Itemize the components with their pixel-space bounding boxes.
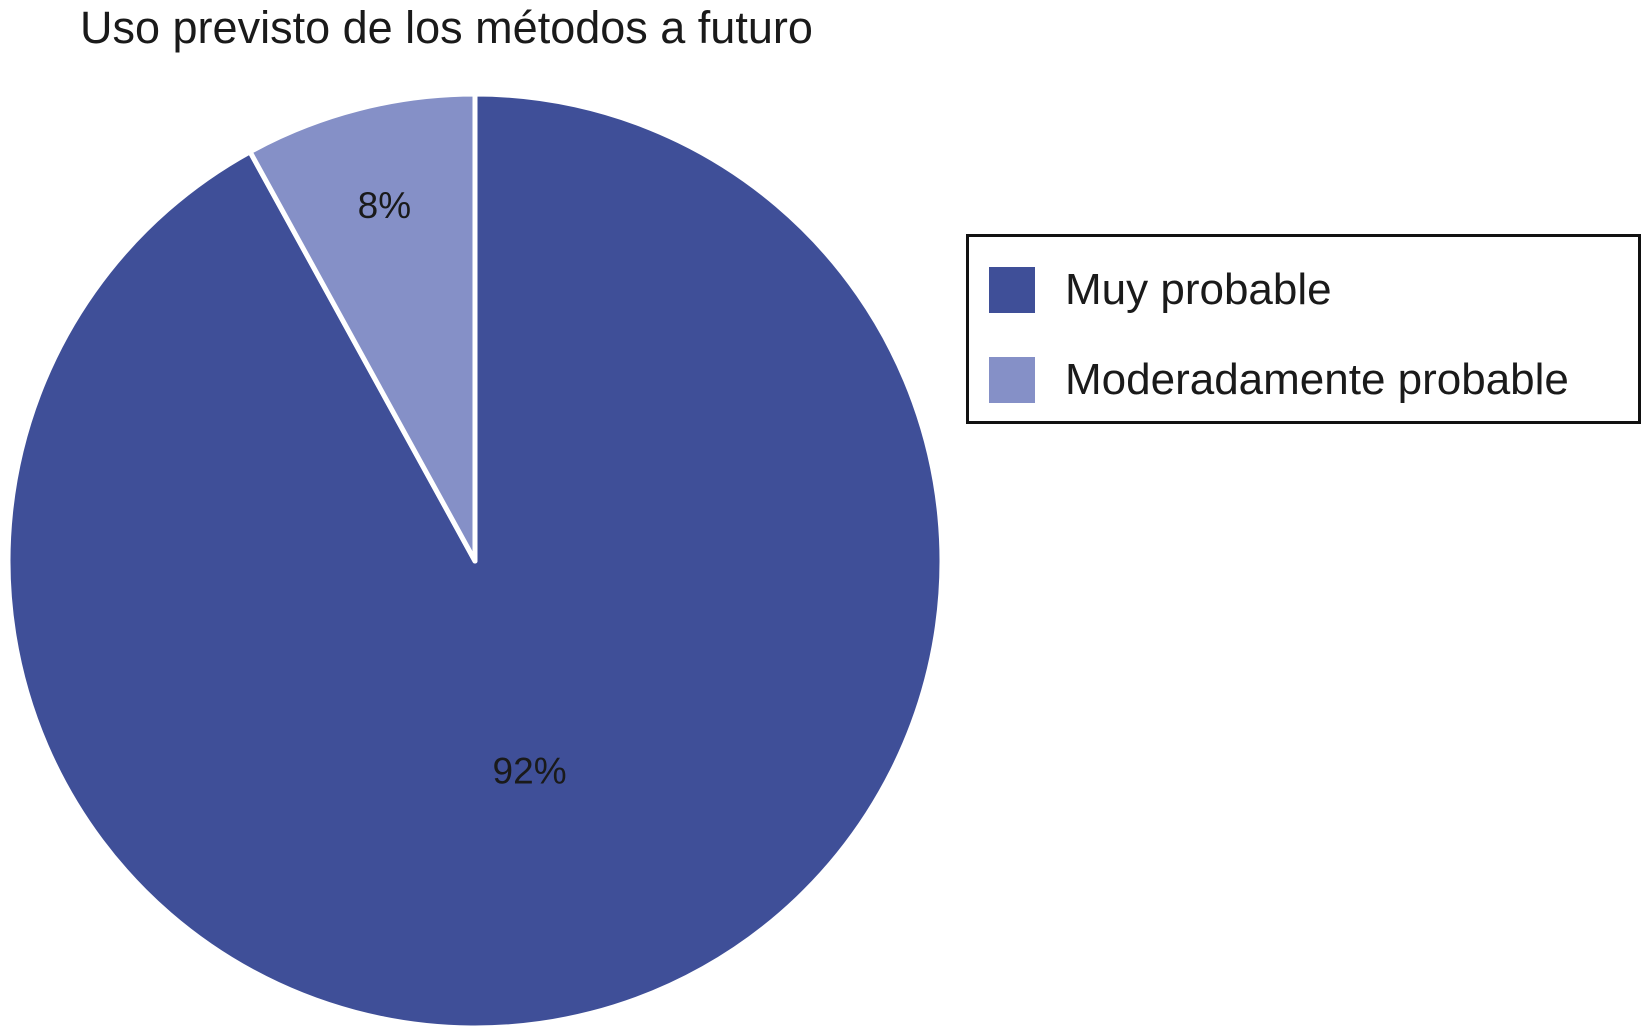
legend-item-muy-probable: Muy probable [989, 265, 1332, 315]
legend: Muy probable Moderadamente probable [966, 234, 1641, 424]
legend-swatch-muy-probable [989, 267, 1035, 313]
pie-chart: 92% 8% [8, 91, 942, 1028]
legend-swatch-moderadamente-probable [989, 357, 1035, 403]
legend-label: Moderadamente probable [1065, 355, 1569, 404]
legend-label: Muy probable [1065, 265, 1332, 314]
pie-slice-moderadamente-probable [247, 91, 478, 564]
data-label: 8% [358, 185, 411, 226]
data-label: 92% [493, 750, 567, 791]
chart-title: Uso previsto de los métodos a futuro [80, 2, 813, 53]
legend-item-moderadamente-probable: Moderadamente probable [989, 355, 1569, 405]
